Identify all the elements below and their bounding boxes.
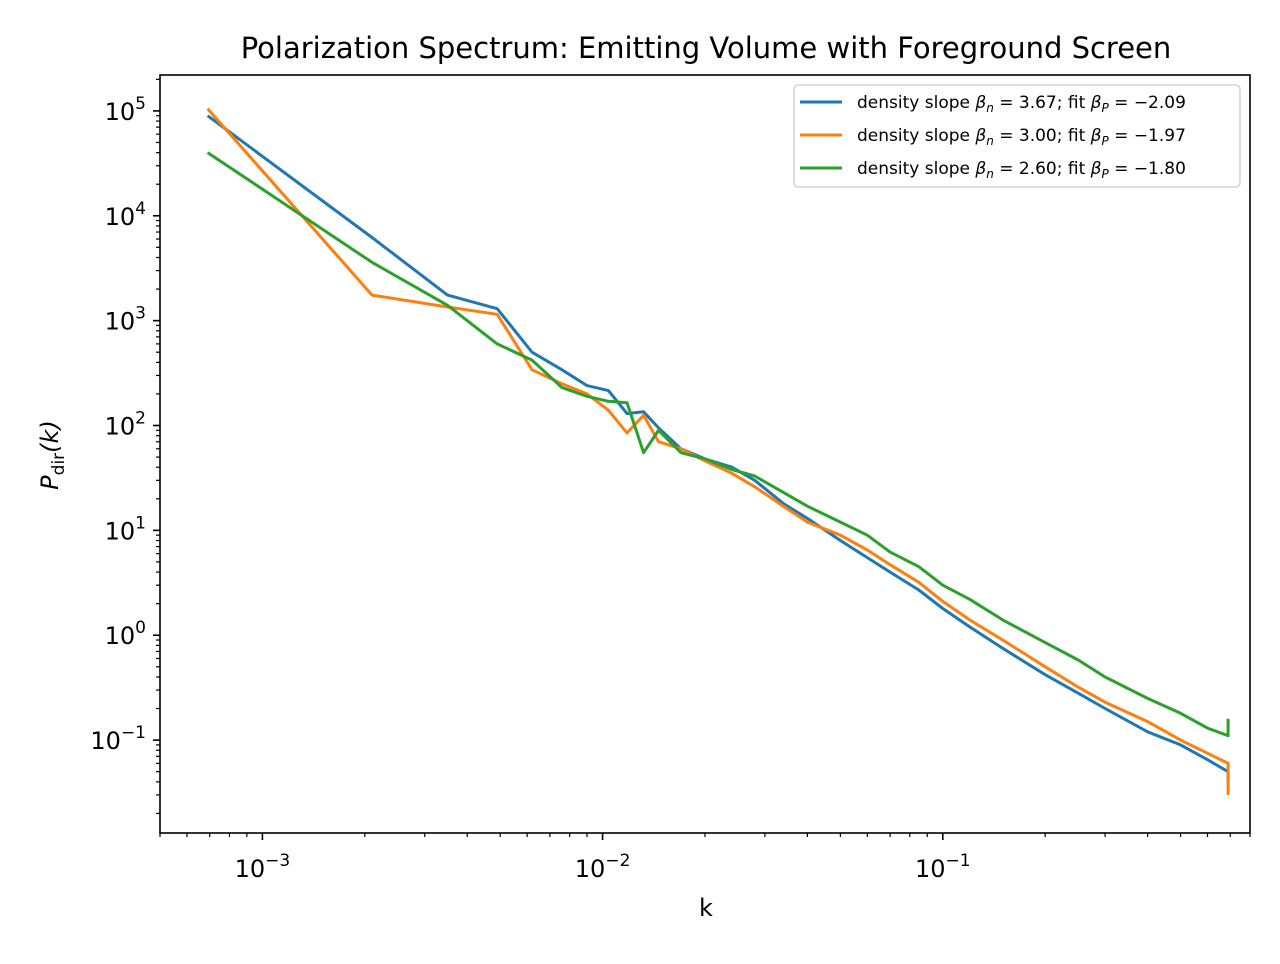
axes-layer: 10−3 10−2 10−1 105 104 103 102 101 100 10−1: [90, 78, 1251, 883]
y-axis-label: Pdir(k): [36, 420, 69, 490]
legend-box: [793, 84, 1241, 188]
y-tick-label: 10−1: [90, 723, 146, 755]
y-tick-label: 104: [105, 199, 146, 231]
series-layer: [206, 107, 1230, 795]
legend-label-3: density slope βn = 2.60; fit βP = −1.80: [857, 159, 1186, 181]
chart-title: Polarization Spectrum: Emitting Volume w…: [241, 31, 1172, 65]
x-axis-label: k: [699, 894, 713, 922]
x-tick-label: 10−2: [575, 851, 631, 883]
y-tick-label: 103: [105, 304, 146, 336]
legend: density slope βn = 3.67; fit βP = −2.09 d…: [793, 84, 1241, 188]
x-tick-label: 10−1: [915, 851, 971, 883]
series-line-3: [206, 151, 1230, 738]
y-tick-label: 102: [105, 408, 146, 440]
legend-label-2: density slope βn = 3.00; fit βP = −1.97: [857, 126, 1186, 148]
svg-text:Pdir(k): Pdir(k): [36, 420, 69, 490]
y-axis-label-main: P: [36, 475, 64, 490]
y-axis-label-rest: (k): [36, 420, 64, 453]
series-line-2: [206, 107, 1230, 795]
y-tick-label: 100: [105, 618, 146, 650]
y-axis-label-sub: dir: [49, 453, 69, 476]
legend-label-1: density slope βn = 3.67; fit βP = −2.09: [857, 93, 1186, 115]
series-line-1: [206, 114, 1230, 782]
y-tick-label: 105: [105, 94, 146, 126]
x-tick-label: 10−3: [235, 851, 291, 883]
y-tick-label: 101: [105, 513, 146, 545]
